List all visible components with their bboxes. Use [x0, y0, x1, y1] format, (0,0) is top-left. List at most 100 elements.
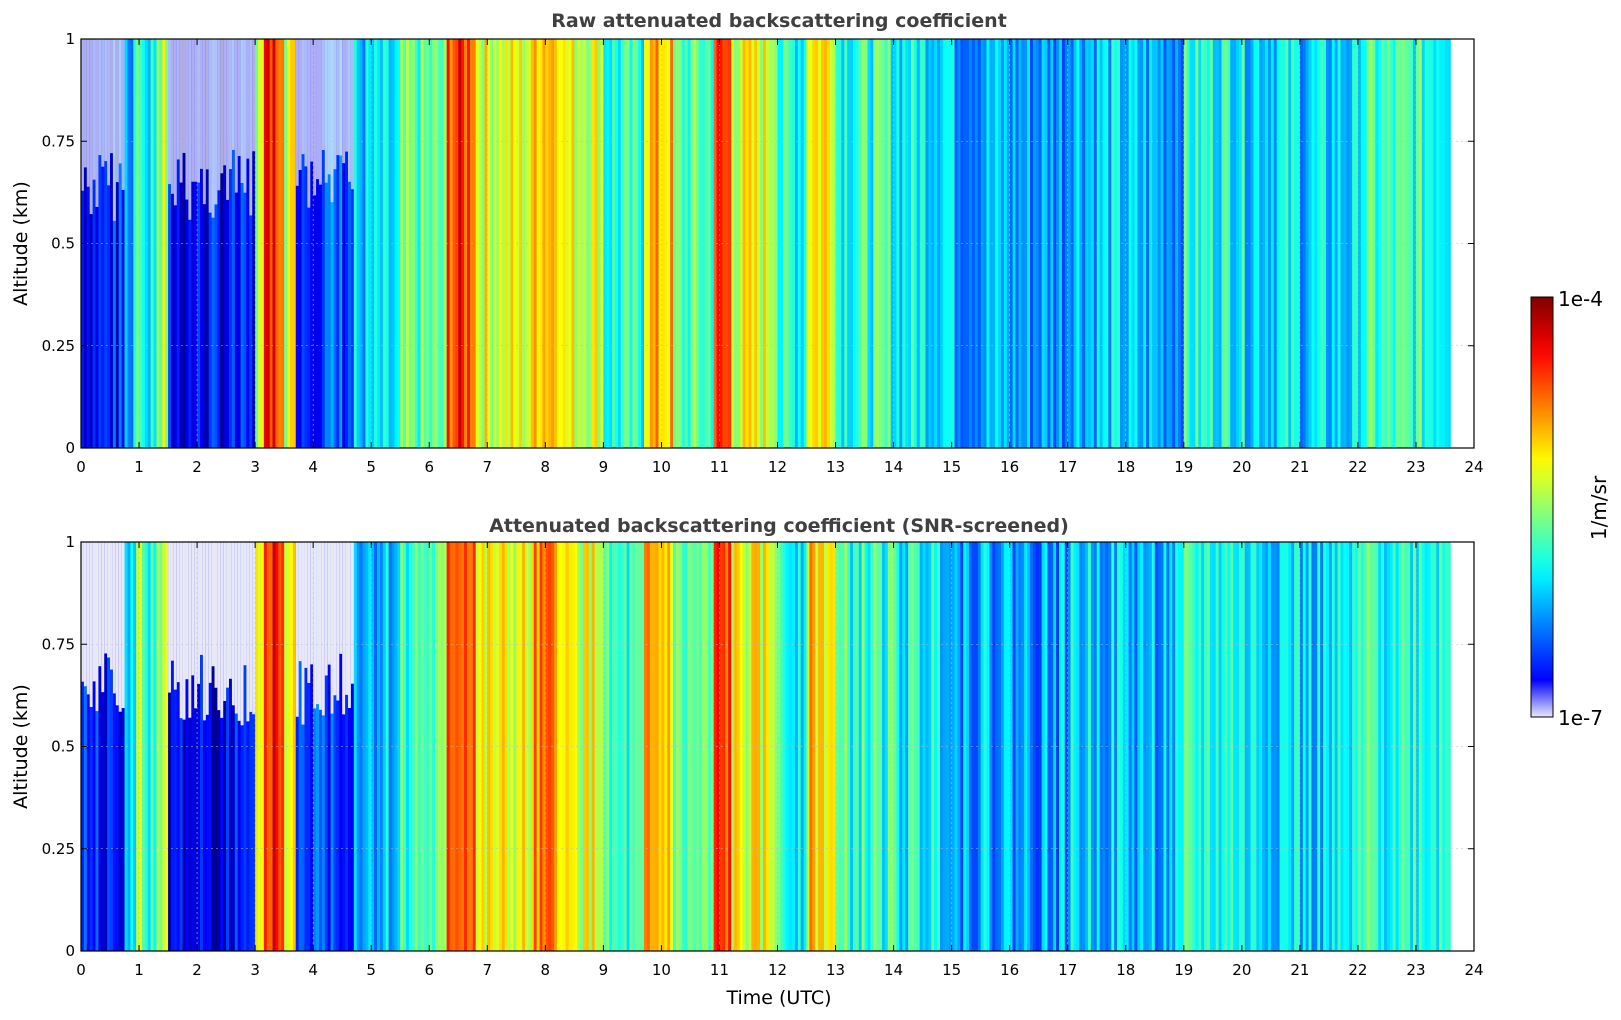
heatmap-low-signal [170, 39, 175, 194]
heatmap-strip [173, 39, 178, 448]
heatmap-strip [237, 39, 242, 448]
heatmap-strip [823, 542, 828, 951]
heatmap-strip [562, 39, 567, 448]
heatmap-strip [1114, 542, 1118, 951]
x-tick-label: 19 [1174, 961, 1193, 979]
heatmap-strip [606, 39, 610, 448]
heatmap-strip [353, 542, 358, 951]
heatmap-low-signal [220, 542, 224, 718]
heatmap-strip [1276, 542, 1281, 951]
heatmap-strip [713, 542, 718, 951]
y-tick-label: 0.25 [42, 337, 75, 355]
heatmap-low-signal [118, 39, 123, 164]
x-tick-label: 18 [1116, 961, 1135, 979]
heatmap-low-signal [83, 39, 88, 168]
heatmap-low-signal [104, 542, 108, 654]
heatmap-strip [1317, 39, 1321, 448]
heatmap-strip [1433, 39, 1437, 448]
heatmap-strip [1018, 39, 1022, 448]
x-tick-label: 21 [1290, 458, 1309, 476]
x-tick-label: 5 [366, 458, 376, 476]
heatmap-strip [1192, 542, 1196, 951]
heatmap-strip [722, 542, 726, 951]
heatmap-strip [141, 542, 146, 951]
x-tick-label: 14 [884, 458, 903, 476]
heatmap-strip [1073, 542, 1078, 951]
heatmap-strip [446, 39, 451, 448]
heatmap-low-signal [211, 39, 216, 218]
heatmap-strip [1253, 542, 1257, 951]
heatmap-strip [263, 542, 268, 951]
heatmap-strip [1427, 542, 1432, 951]
heatmap-strip [1166, 39, 1170, 448]
heatmap-low-signal [333, 542, 337, 696]
heatmap-strip [681, 39, 686, 448]
heatmap-strip [1288, 542, 1292, 951]
heatmap-strip [443, 542, 448, 951]
x-tick-label: 7 [483, 961, 493, 979]
heatmap-strip [951, 39, 956, 448]
heatmap-strip [626, 39, 631, 448]
heatmap-strip [1256, 542, 1260, 951]
heatmap-strip [1093, 542, 1098, 951]
heatmap-strip [417, 39, 422, 448]
heatmap-strip [1221, 542, 1226, 951]
heatmap-low-signal [295, 39, 300, 186]
heatmap-strip [937, 39, 941, 448]
heatmap-strip [217, 39, 221, 448]
heatmap-strip [992, 39, 996, 448]
heatmap-strip [272, 542, 277, 951]
heatmap-strip [321, 542, 326, 951]
heatmap-low-signal [229, 542, 233, 679]
heatmap-strip [661, 542, 665, 951]
heatmap-strip [583, 542, 587, 951]
heatmap-strip [1041, 542, 1046, 951]
heatmap-strip [913, 542, 918, 951]
heatmap-strip [1421, 39, 1426, 448]
heatmap-strip [963, 542, 967, 951]
x-tick-label: 13 [826, 458, 845, 476]
heatmap-strip [728, 542, 732, 951]
heatmap-strip [292, 542, 297, 951]
heatmap-strip [1047, 39, 1051, 448]
heatmap-strip [1392, 542, 1397, 951]
heatmap-strip [542, 39, 546, 448]
x-tick-label: 17 [1058, 961, 1077, 979]
heatmap-low-signal [197, 542, 201, 684]
heatmap-strip [377, 39, 381, 448]
heatmap-strip [826, 39, 831, 448]
heatmap-strip [768, 542, 773, 951]
heatmap-strip [1148, 39, 1153, 448]
heatmap-strip [542, 542, 546, 951]
heatmap-strip [223, 39, 227, 448]
heatmap-strip [246, 39, 250, 448]
heatmap-low-signal [301, 542, 306, 725]
heatmap-strip [751, 39, 755, 448]
x-tick-label: 4 [308, 961, 318, 979]
heatmap-strip [928, 542, 932, 951]
heatmap-low-signal [350, 39, 355, 190]
heatmap-low-signal [298, 542, 303, 662]
colorbar: 1e-4 1e-7 1/m/sr [1530, 287, 1611, 730]
x-tick-label: 24 [1464, 961, 1483, 979]
heatmap-strip [1198, 542, 1202, 951]
heatmap-strip [1117, 542, 1121, 951]
heatmap-strip [1346, 39, 1350, 448]
heatmap-strip [1442, 39, 1446, 448]
heatmap-strip [1183, 542, 1188, 951]
heatmap-low-signal [81, 542, 85, 682]
heatmap-strip [1122, 542, 1127, 951]
heatmap-strip [771, 39, 776, 448]
heatmap-strip [1032, 542, 1037, 951]
heatmap-strip [301, 39, 306, 448]
heatmap-strip [1108, 542, 1112, 951]
heatmap-low-signal [313, 39, 317, 196]
heatmap-strip [104, 542, 108, 951]
heatmap-strip [1212, 542, 1217, 951]
heatmap-strip [832, 542, 837, 951]
heatmap-strip [298, 39, 303, 448]
heatmap-strip [1059, 542, 1063, 951]
x-tick-label: 16 [1000, 458, 1019, 476]
heatmap-low-signal [92, 542, 97, 682]
heatmap-strip [986, 39, 990, 448]
